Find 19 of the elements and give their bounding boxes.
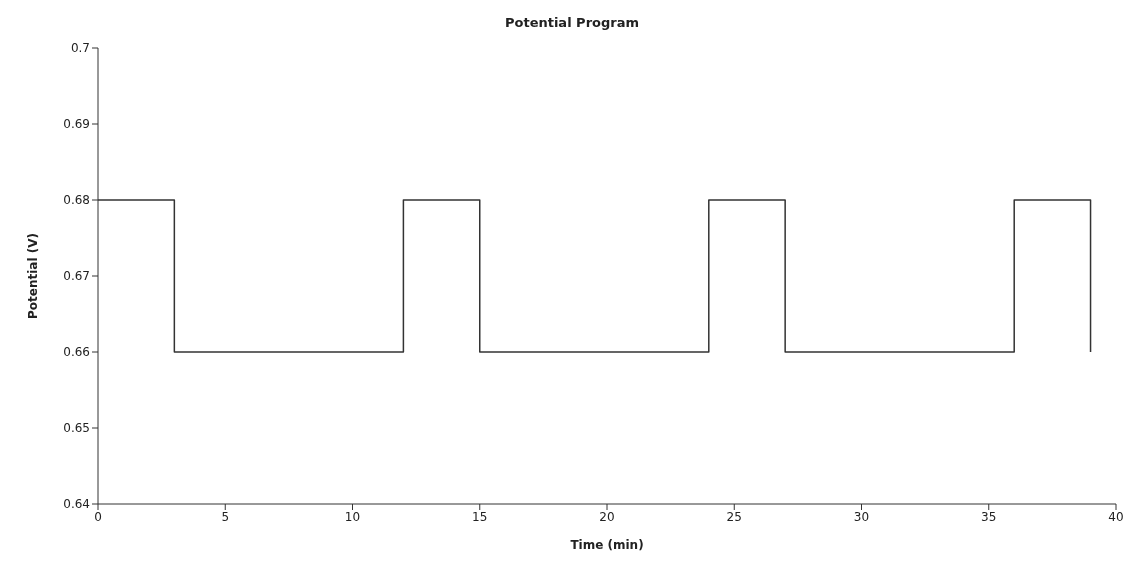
y-tick-label: 0.67: [63, 269, 90, 284]
y-tick-label: 0.69: [63, 117, 90, 132]
x-tick-label: 35: [981, 509, 997, 524]
x-tick-label: 5: [221, 509, 230, 524]
x-tick-label: 15: [472, 509, 488, 524]
chart-title: Potential Program: [503, 14, 641, 32]
y-axis-title: Potential (V): [26, 233, 41, 319]
x-tick-label: 20: [599, 509, 615, 524]
y-tick-label: 0.66: [63, 345, 90, 360]
y-tick-label: 0.64: [63, 497, 90, 512]
y-tick-label: 0.65: [63, 421, 90, 436]
x-tick-label: 30: [853, 509, 870, 524]
y-tick-label: 0.68: [63, 193, 90, 208]
x-axis-title: Time (min): [570, 538, 644, 552]
x-tick-label: 40: [1108, 509, 1124, 524]
y-tick-label: 0.7: [70, 41, 90, 56]
x-tick-label: 10: [344, 509, 361, 524]
x-tick-label: 0: [94, 509, 102, 524]
x-tick-label: 25: [726, 509, 742, 524]
